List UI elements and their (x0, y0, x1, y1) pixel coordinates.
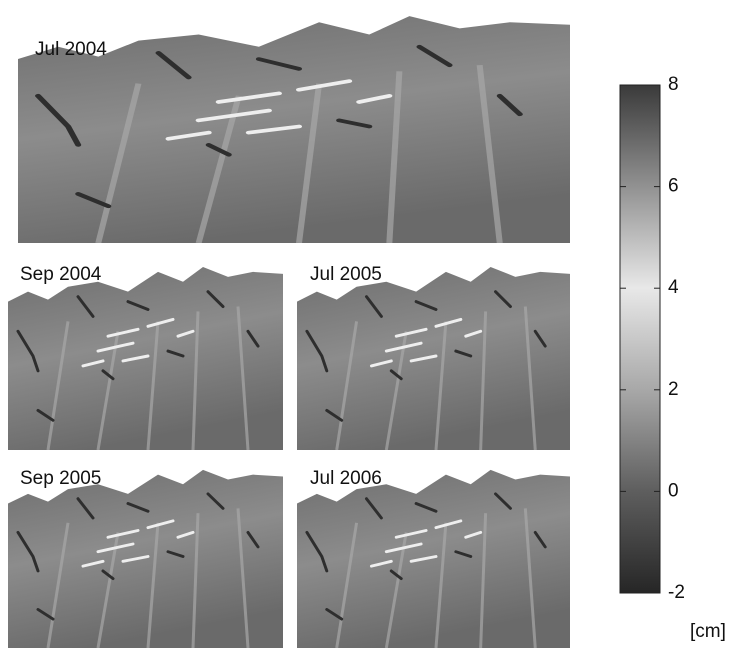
colorbar-unit: [cm] (690, 621, 726, 642)
panel: Sep 2004 (8, 264, 283, 450)
tick-label: 0 (668, 480, 679, 501)
tick-label: 8 (668, 74, 679, 95)
figure: Jul 2004 Sep 2004 Jul 2005 Sep 2005 Jul … (0, 0, 731, 655)
colorbar (620, 85, 660, 593)
panel: Sep 2005 (8, 468, 283, 648)
tick-label: 2 (668, 379, 679, 400)
panel-main: Jul 2004 (18, 16, 570, 243)
tick-label: 6 (668, 176, 679, 197)
panel-label: Sep 2004 (20, 264, 102, 285)
panel-label: Jul 2004 (35, 39, 107, 60)
panel-label: Sep 2005 (20, 468, 101, 489)
panel: Jul 2006 (297, 468, 570, 648)
panel-label: Jul 2006 (310, 468, 382, 489)
tick-label: -2 (668, 582, 685, 603)
tick-label: 4 (668, 277, 679, 298)
panel-label: Jul 2005 (310, 264, 382, 285)
panel: Jul 2005 (297, 264, 570, 450)
